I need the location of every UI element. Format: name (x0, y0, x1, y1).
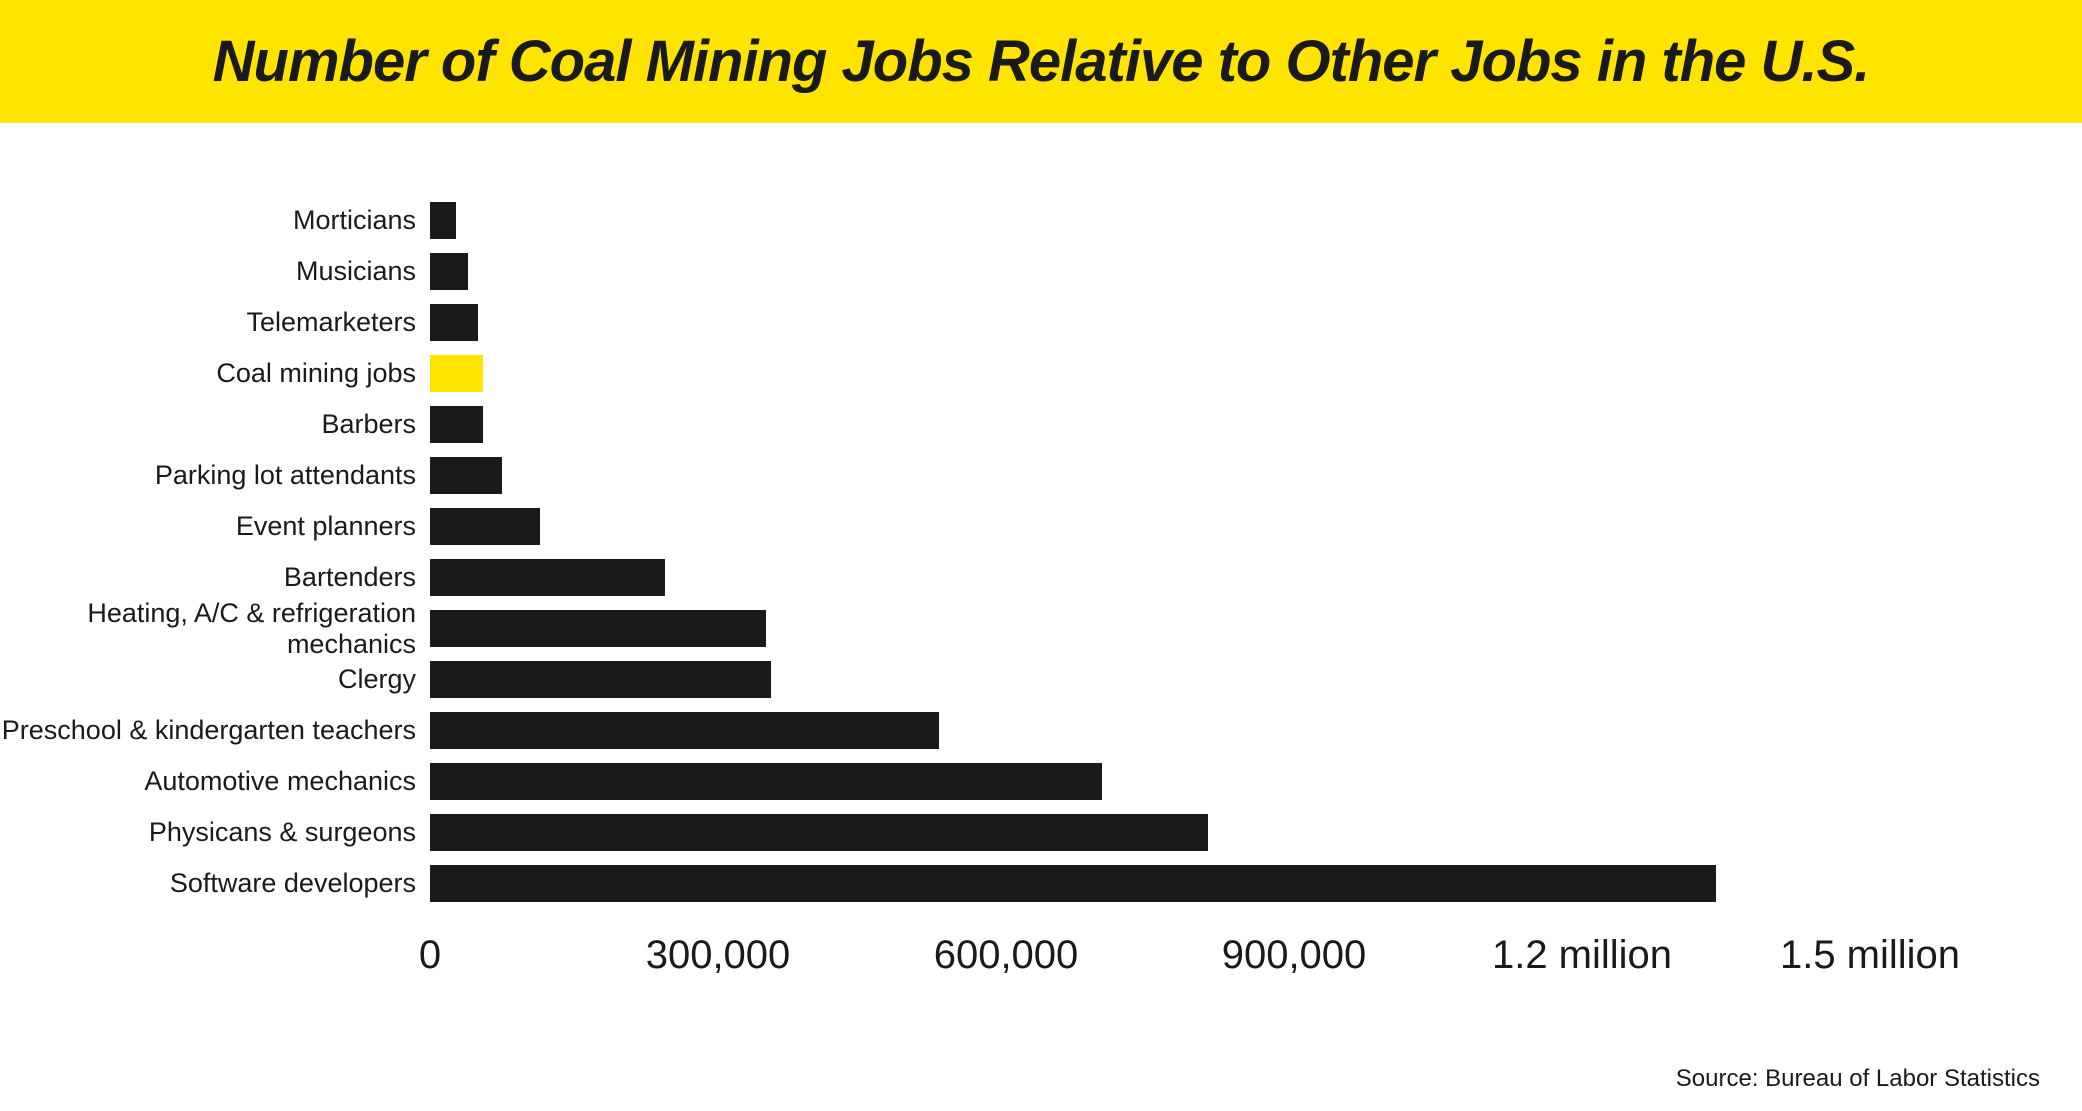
x-axis-tick: 0 (419, 933, 441, 978)
chart-bar (430, 457, 502, 494)
chart-row: Barbers (0, 399, 2082, 450)
chart-row-label: Parking lot attendants (0, 460, 430, 491)
chart-title: Number of Coal Mining Jobs Relative to O… (0, 28, 2082, 95)
chart-row: Software developers (0, 858, 2082, 909)
chart-row-label: Preschool & kindergarten teachers (0, 715, 430, 746)
title-bar: Number of Coal Mining Jobs Relative to O… (0, 0, 2082, 123)
chart-bar (430, 559, 665, 596)
chart-row-label: Telemarketers (0, 307, 430, 338)
x-axis-tick: 1.5 million (1780, 933, 1960, 978)
x-axis-tick: 300,000 (646, 933, 791, 978)
chart-bar-highlight (430, 355, 483, 392)
chart-row: Morticians (0, 195, 2082, 246)
chart-container: Morticians Musicians Telemarketers Coal min… (0, 195, 2082, 975)
chart-bar (430, 712, 939, 749)
chart-row-label: Physicans & surgeons (0, 817, 430, 848)
source-attribution: Source: Bureau of Labor Statistics (1676, 1065, 2040, 1093)
chart-row: Musicians (0, 246, 2082, 297)
x-axis: 0300,000600,000900,0001.2 million1.5 mil… (430, 915, 1990, 975)
x-axis-tick: 1.2 million (1492, 933, 1672, 978)
chart-row-label: Automotive mechanics (0, 766, 430, 797)
chart-row-label: Musicians (0, 256, 430, 287)
chart-row: Clergy (0, 654, 2082, 705)
chart-row: Bartenders (0, 552, 2082, 603)
chart-row-label: Clergy (0, 664, 430, 695)
chart-bar (430, 763, 1102, 800)
x-axis-tick: 600,000 (934, 933, 1079, 978)
chart-bar (430, 814, 1208, 851)
chart-bar (430, 661, 771, 698)
bars-area: Morticians Musicians Telemarketers Coal min… (0, 195, 2082, 909)
chart-row: Event planners (0, 501, 2082, 552)
chart-row-label: Morticians (0, 205, 430, 236)
chart-row: Automotive mechanics (0, 756, 2082, 807)
chart-row-label: Barbers (0, 409, 430, 440)
chart-row: Preschool & kindergarten teachers (0, 705, 2082, 756)
chart-bar (430, 610, 766, 647)
chart-bar (430, 406, 483, 443)
chart-bar (430, 304, 478, 341)
chart-row: Parking lot attendants (0, 450, 2082, 501)
x-axis-tick: 900,000 (1222, 933, 1367, 978)
chart-bar (430, 508, 540, 545)
chart-row: Heating, A/C & refrigeration mechanics (0, 603, 2082, 654)
chart-row: Physicans & surgeons (0, 807, 2082, 858)
chart-row-label: Coal mining jobs (0, 358, 430, 389)
chart-row-label: Bartenders (0, 562, 430, 593)
chart-row: Telemarketers (0, 297, 2082, 348)
chart-row-label: Event planners (0, 511, 430, 542)
chart-row: Coal mining jobs (0, 348, 2082, 399)
chart-row-label: Software developers (0, 868, 430, 899)
chart-bar (430, 253, 468, 290)
chart-bar (430, 865, 1716, 902)
chart-row-label: Heating, A/C & refrigeration mechanics (0, 598, 430, 660)
chart-bar (430, 202, 456, 239)
